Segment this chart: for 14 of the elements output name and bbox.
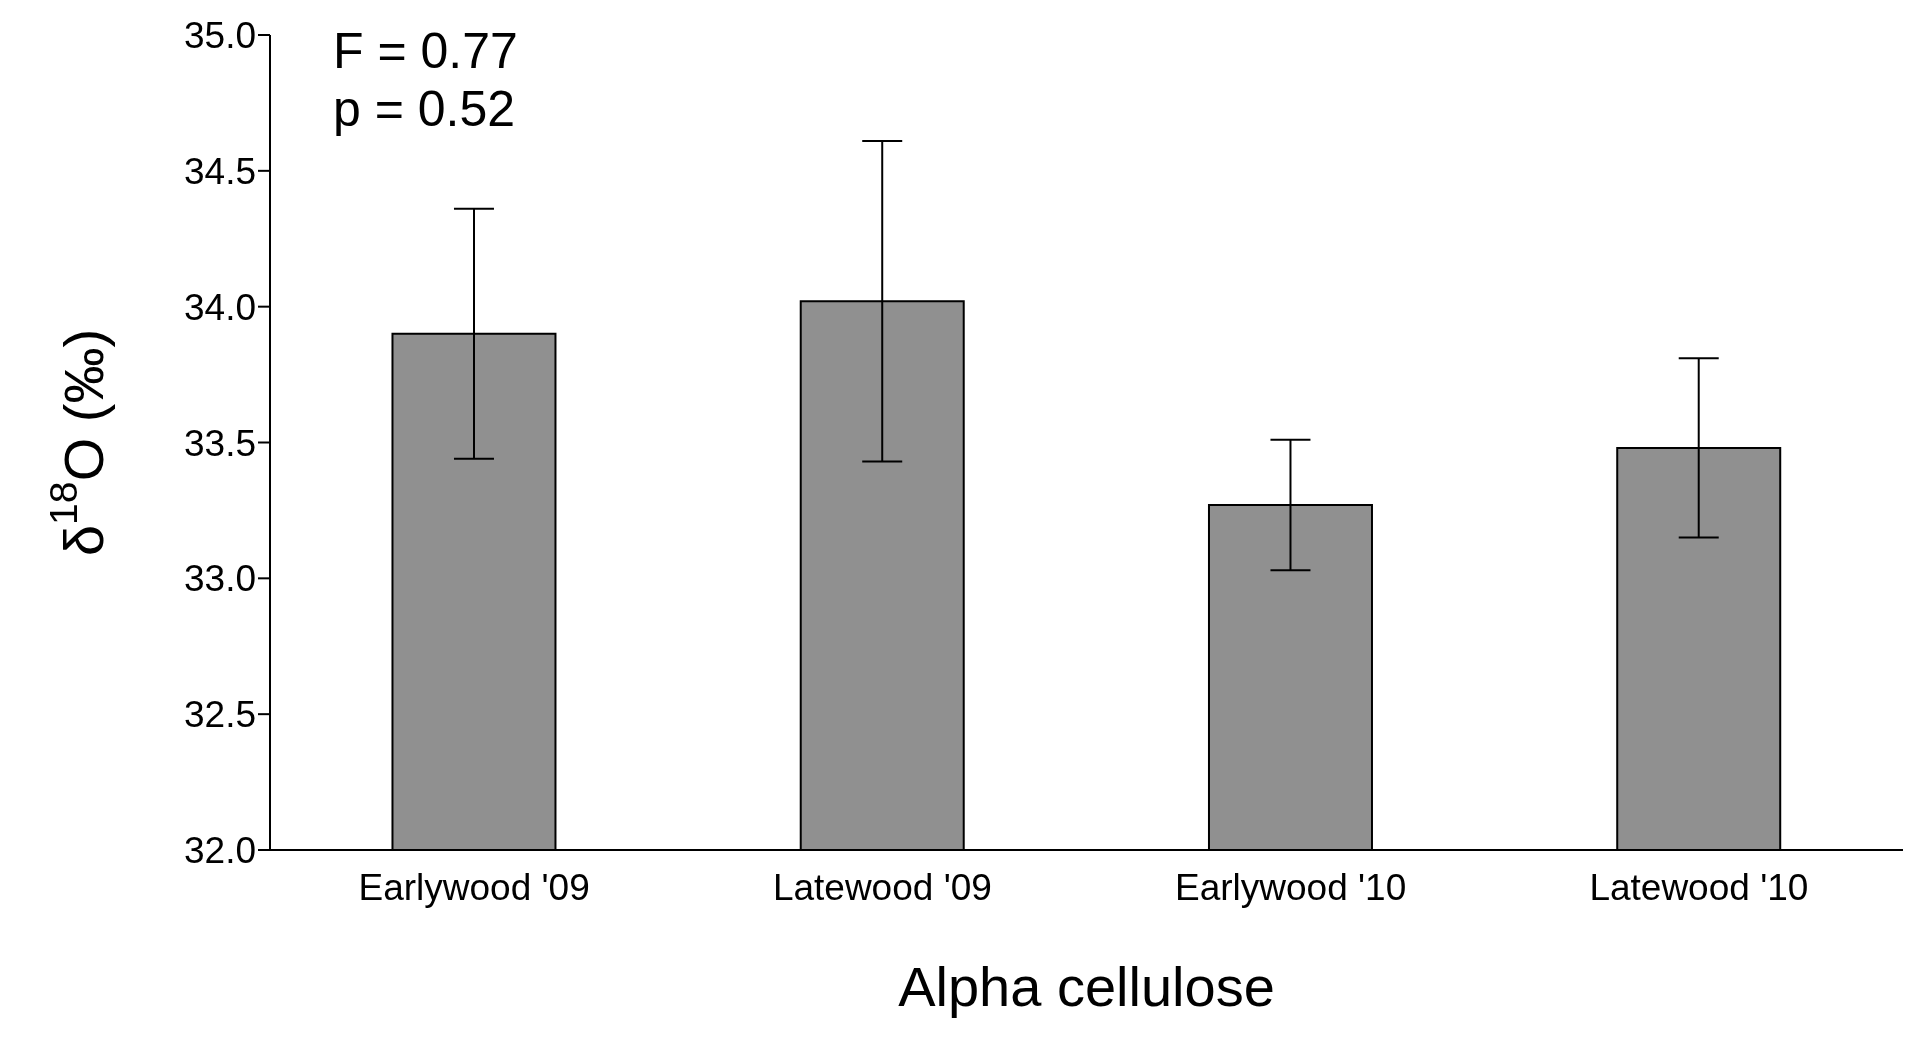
y-tick-label: 34.5 (183, 150, 256, 192)
x-axis-title: Alpha cellulose (898, 955, 1275, 1018)
y-tick-label: 34.0 (183, 286, 256, 328)
y-tick-label: 32.0 (183, 830, 256, 872)
x-tick-label: Latewood '09 (772, 867, 992, 909)
x-tick-label: Latewood '10 (1589, 867, 1809, 909)
y-tick-label: 33.0 (183, 558, 256, 600)
annotation: p = 0.52 (333, 80, 516, 138)
y-tick-label: 33.5 (183, 422, 256, 464)
y-tick-label: 35.0 (183, 15, 256, 57)
annotation: F = 0.77 (333, 22, 518, 80)
x-tick-label: Earlywood '10 (1175, 867, 1407, 909)
x-tick-label: Earlywood '09 (358, 867, 590, 909)
y-tick-label: 32.5 (183, 694, 256, 736)
